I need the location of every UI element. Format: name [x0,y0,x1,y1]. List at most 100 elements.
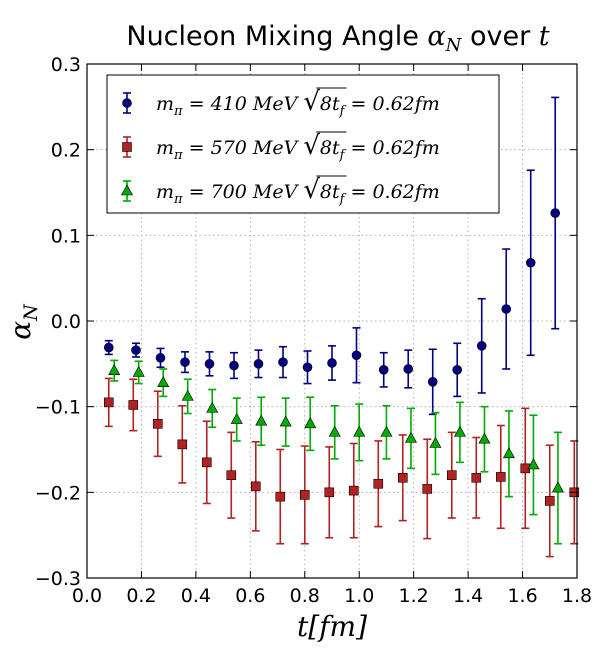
data-point [501,304,512,314]
data-point [446,470,457,481]
data-point [155,353,166,363]
data-point [404,431,417,443]
legend-label: mπ = 410 MeV √8tf = 0.62fm [156,87,440,119]
chart-title-over: over [461,21,538,52]
data-point [544,496,555,506]
y-axis-label-sub: N [20,303,42,322]
data-point [304,417,317,429]
data-point [103,397,114,408]
data-point [157,376,170,387]
series-1 [103,96,561,416]
data-point [250,481,261,492]
data-point [108,364,121,375]
data-point [278,357,288,367]
series-layer [103,96,580,558]
x-tick-label: 1.2 [399,585,429,607]
chart-title-prefix: Nucleon Mixing Angle [126,21,427,52]
chart-title: Nucleon Mixing Angle αN over t [126,21,549,56]
legend-item-3: mπ = 700 MeV √8tf = 0.62fm [120,175,440,207]
data-point [230,412,243,424]
data-point [328,425,341,437]
data-point [180,357,190,367]
x-tick-label: 1.6 [507,585,537,607]
y-tick-label: 0.3 [51,54,81,76]
x-tick-label: 0.0 [72,585,102,607]
axes: 0.0 0.2 0.4 0.6 0.8 1.0 1.2 1.4 1.6 1.8 0.3 0.2 0.1 0… [35,54,592,607]
x-tick-label: 0.4 [181,585,211,607]
x-tick-label: 1.8 [562,585,592,607]
chart-title-alpha: α [427,21,445,52]
data-point [373,478,384,489]
data-point [253,359,264,369]
data-point [551,481,564,493]
data-point [422,484,433,494]
data-point [495,472,506,482]
y-tick-label: 0.1 [51,225,81,247]
data-point [275,491,286,502]
x-axis-label: t[fm] [297,610,367,643]
x-tick-label: 1.4 [453,585,483,607]
data-point [177,439,188,450]
data-point [131,345,141,355]
legend-marker [120,184,134,196]
series-2 [103,377,580,558]
legend-label: mπ = 570 MeV √8tf = 0.62fm [156,131,440,163]
data-point [380,425,393,437]
x-tick-label: 1.0 [344,585,374,607]
data-point [351,350,362,361]
data-point [502,447,515,459]
data-point [279,415,292,427]
data-point [471,472,482,483]
y-tick-label: 0.0 [51,311,81,333]
y-axis-label: αN [4,303,42,340]
y-tick-label: −0.3 [35,568,81,590]
data-point [181,389,194,401]
data-point [132,365,145,377]
legend-marker [122,142,132,152]
data-point [353,425,366,437]
data-point [427,377,438,387]
data-point [201,457,212,468]
data-point [403,364,414,374]
data-point [152,418,163,429]
data-point [229,360,239,371]
chart-title-t: t [539,21,550,52]
data-point [478,432,491,444]
data-point [327,358,337,368]
data-point [453,425,466,437]
data-point [324,487,335,498]
legend-item-2: mπ = 570 MeV √8tf = 0.62fm [122,131,440,163]
legend-marker [122,98,132,108]
x-tick-label: 0.6 [235,585,265,607]
data-point [550,208,561,218]
legend: mπ = 410 MeV √8tf = 0.62fm mπ = 570 MeV √… [106,74,500,214]
data-point [206,401,219,413]
chart-title-alpha-sub: N [445,35,463,56]
data-point [348,485,359,496]
x-tick-label: 0.8 [290,585,320,607]
legend-label: mπ = 700 MeV √8tf = 0.62fm [156,175,440,207]
data-point [302,362,313,373]
data-point [378,365,389,375]
data-point [204,359,215,369]
data-point [476,341,487,351]
data-point [299,490,310,500]
data-point [397,472,408,483]
data-point [226,470,237,481]
data-point [525,257,536,268]
data-point [429,436,442,448]
x-tick-label: 0.2 [126,585,156,607]
y-tick-label: 0.2 [51,140,81,162]
y-tick-label: −0.2 [35,482,81,504]
data-point [527,458,540,470]
legend-box [106,74,500,214]
legend-item-1: mπ = 410 MeV √8tf = 0.62fm [122,87,440,119]
series-3 [108,359,564,545]
data-point [255,414,268,426]
y-tick-label: −0.1 [35,397,81,419]
data-point [452,365,463,375]
y-axis-label-alpha: α [4,321,37,340]
data-point [103,342,114,353]
data-point [128,400,139,410]
